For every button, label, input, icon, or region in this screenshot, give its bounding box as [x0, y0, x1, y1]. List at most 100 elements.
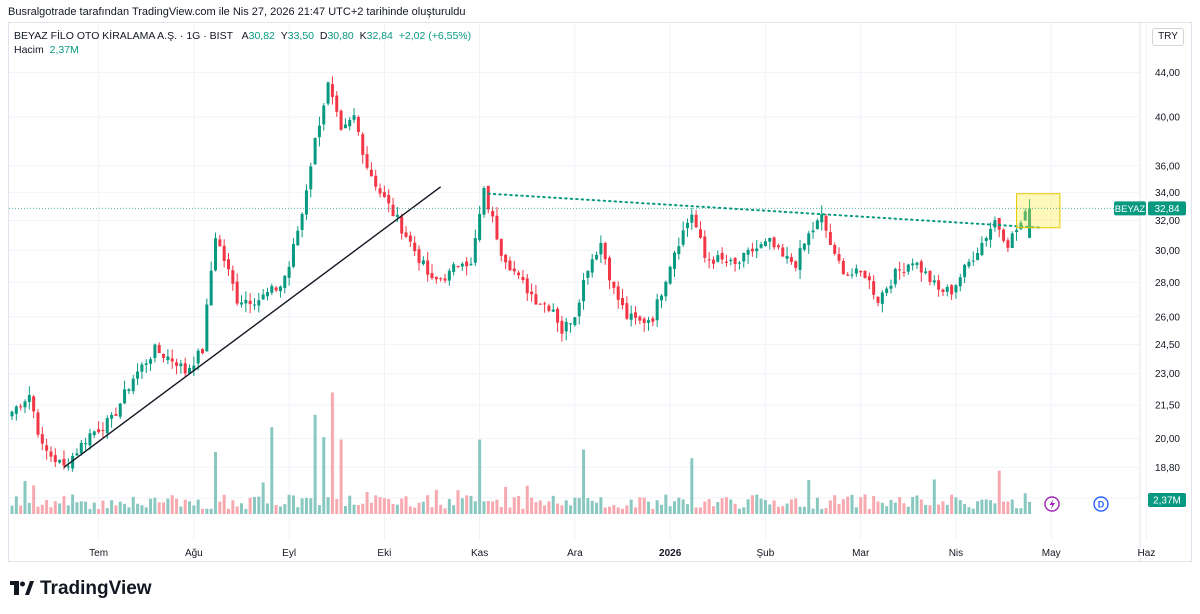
- candle-body: [101, 429, 105, 431]
- candle-body: [690, 214, 694, 223]
- volume-bar: [880, 502, 884, 514]
- candle-body: [469, 263, 473, 266]
- currency-button[interactable]: TRY: [1152, 28, 1184, 46]
- candle-body: [950, 285, 954, 295]
- candle-body: [854, 268, 858, 274]
- candle-body: [218, 239, 222, 247]
- overlay: BEYAZ 32,84 2,37M D: [9, 201, 1186, 512]
- candle-body: [989, 228, 993, 240]
- volume-bar: [317, 505, 321, 514]
- volume-bar: [395, 504, 399, 514]
- price-tag: 32,84: [1154, 204, 1179, 215]
- volume-bar: [110, 500, 114, 514]
- candle-body: [902, 271, 906, 273]
- candle-body: [898, 269, 902, 271]
- candle-body: [880, 292, 884, 304]
- volume-bar: [365, 491, 369, 514]
- candle-body: [846, 274, 850, 276]
- candle-body: [105, 418, 109, 434]
- x-tick-label: Mar: [852, 548, 870, 559]
- volume-tag: 2,37M: [1153, 496, 1181, 507]
- volume-bar: [326, 497, 330, 514]
- volume-bar: [443, 508, 447, 514]
- volume-bar: [530, 497, 534, 514]
- candle-body: [750, 248, 754, 252]
- volume-bar: [794, 498, 798, 514]
- candle-body: [300, 213, 304, 231]
- volume-bar: [71, 494, 75, 514]
- candle-body: [911, 263, 915, 266]
- candle-body: [140, 364, 144, 372]
- volume-bar: [763, 499, 767, 514]
- volume-bar: [460, 498, 464, 514]
- symbol-tag: BEYAZ: [1115, 204, 1146, 215]
- volume-bar: [339, 439, 343, 514]
- volume-bar: [123, 503, 127, 514]
- candle-body: [244, 299, 248, 304]
- candle-body: [556, 308, 560, 323]
- volume-bar: [469, 495, 473, 514]
- candle-body: [720, 252, 724, 260]
- candle-body: [205, 304, 209, 352]
- volume-tag-bg: [1148, 493, 1186, 507]
- volume-bar: [668, 506, 672, 514]
- candle-body: [309, 166, 313, 190]
- resistance-line: [487, 192, 1044, 229]
- volume-bar: [504, 486, 508, 514]
- high-label: Y: [280, 30, 288, 42]
- volume-bar: [300, 498, 304, 514]
- candle-body: [976, 252, 980, 261]
- volume-bar: [625, 505, 629, 514]
- dividend-icon[interactable]: [1093, 496, 1109, 512]
- candle-body: [387, 194, 391, 204]
- volume-bar: [582, 449, 586, 514]
- volume-bar: [660, 504, 663, 514]
- candle-body: [478, 213, 482, 240]
- volume-bar: [222, 494, 226, 514]
- candle-body: [941, 289, 945, 292]
- candle-body: [343, 124, 347, 129]
- candle-body: [27, 394, 31, 403]
- volume-bars: [10, 392, 1032, 514]
- candle-body: [824, 215, 828, 231]
- chart-caption: Busralgotrade tarafından TradingView.com…: [8, 6, 466, 18]
- volume-bar: [772, 500, 776, 514]
- candle-body: [573, 317, 577, 326]
- candle-body: [694, 214, 698, 228]
- volume-bar: [499, 506, 503, 514]
- volume-bar: [911, 497, 915, 514]
- volume-bar: [677, 497, 681, 514]
- candle-body: [772, 237, 776, 248]
- volume-bar: [478, 439, 482, 514]
- x-tick-label: Haz: [1138, 548, 1156, 559]
- low-label: D: [319, 30, 328, 42]
- volume-bar: [49, 507, 53, 514]
- volume-bar: [889, 499, 893, 514]
- volume-bar: [140, 505, 144, 514]
- candle-body: [958, 277, 962, 287]
- volume-bar: [196, 499, 200, 514]
- volume-bar: [378, 497, 382, 514]
- candle-body: [608, 257, 612, 281]
- volume-bar: [854, 507, 858, 514]
- candle-body: [586, 270, 590, 278]
- candle-body: [781, 247, 785, 257]
- candle-body: [391, 204, 395, 217]
- volume-bar: [352, 504, 356, 514]
- candle-body: [551, 309, 555, 312]
- candle-body: [954, 285, 958, 293]
- volume-bar: [781, 506, 785, 514]
- candle-body: [339, 110, 343, 130]
- candle-body: [162, 353, 166, 358]
- candle-body: [434, 276, 438, 280]
- candle-body: [10, 411, 14, 417]
- candle-body: [417, 249, 421, 263]
- candle-body: [460, 263, 464, 267]
- x-tick-label: Eyl: [282, 548, 296, 559]
- candle-body: [742, 252, 746, 262]
- tradingview-brand[interactable]: TradingView: [10, 578, 152, 600]
- candle-body: [569, 323, 573, 325]
- volume-bar: [239, 503, 243, 514]
- y-tick-label: 40,00: [1155, 112, 1180, 123]
